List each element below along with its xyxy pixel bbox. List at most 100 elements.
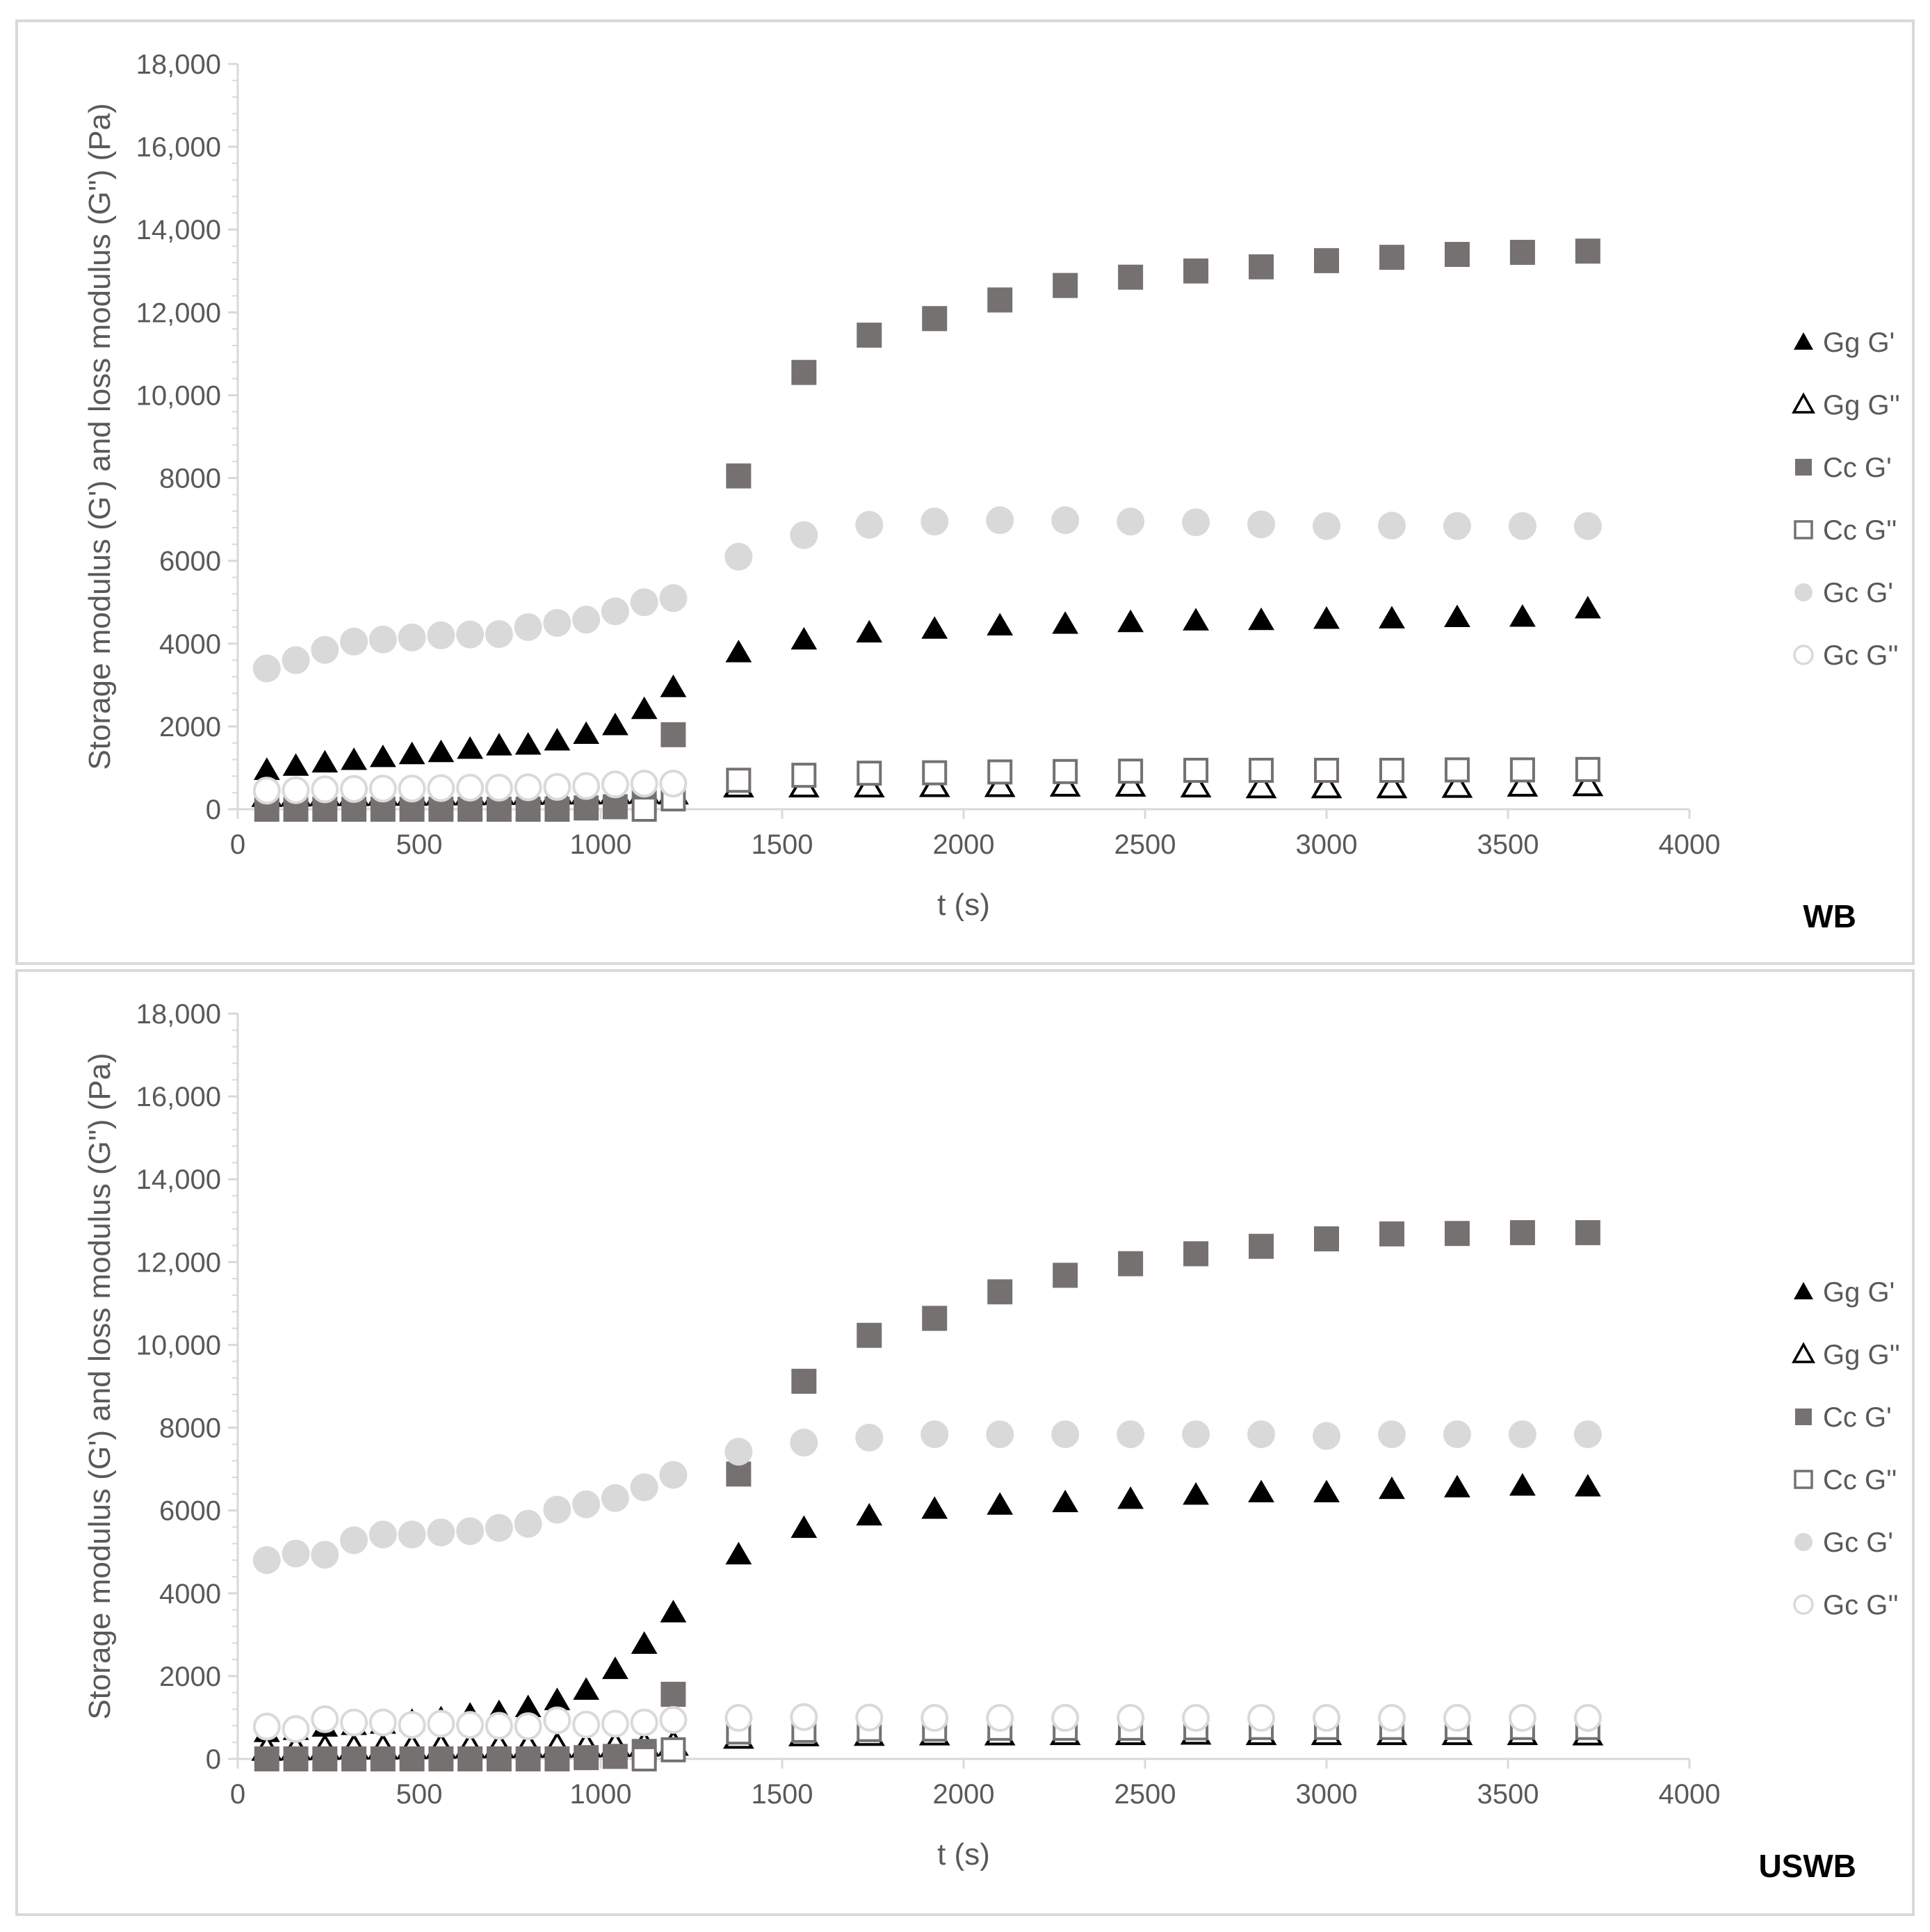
data-point-cc-g-storage — [1575, 1220, 1600, 1246]
data-point-gg-g-storage — [544, 728, 571, 751]
legend-marker-gg-g-loss — [1792, 392, 1815, 414]
data-point-gc-g-storage — [1508, 1420, 1536, 1449]
data-point-gg-g-storage — [1509, 604, 1536, 627]
data-point-gc-g-storage — [368, 625, 397, 654]
data-point-cc-g-storage — [1509, 239, 1535, 265]
data-point-gg-g-storage — [790, 626, 818, 650]
data-point-gc-g-storage — [986, 1420, 1014, 1449]
legend-marker-gg-g-storage — [1794, 1282, 1813, 1299]
data-point-gc-g-storage — [398, 623, 426, 651]
data-point-cc-g-storage — [283, 1746, 309, 1771]
x-tick-label: 4000 — [1659, 829, 1721, 860]
data-point-gc-g-storage — [252, 1546, 281, 1575]
data-point-cc-g-loss — [631, 1746, 657, 1771]
data-point-cc-g-storage — [428, 1746, 454, 1771]
legend-marker-cc-g-storage — [1795, 1409, 1812, 1425]
data-point-gg-g-storage — [660, 1600, 687, 1623]
data-point-cc-g-storage — [987, 287, 1013, 313]
data-point-gg-g-storage — [921, 1496, 948, 1519]
data-point-gc-g-loss — [368, 1708, 397, 1737]
data-point-cc-g-storage — [726, 1461, 752, 1487]
x-tick-label: 3500 — [1477, 1779, 1539, 1810]
x-axis-title: t (s) — [937, 1837, 990, 1872]
data-point-gg-g-storage — [1444, 604, 1470, 628]
data-point-cc-g-loss — [1118, 758, 1144, 784]
y-tick-label: 10,000 — [136, 380, 221, 411]
data-point-gc-g-storage — [514, 1509, 542, 1538]
x-tick-label: 0 — [230, 829, 245, 860]
data-point-cc-g-loss — [1575, 756, 1600, 782]
data-point-gc-g-loss — [724, 1704, 753, 1732]
data-point-cc-g-storage — [602, 794, 628, 820]
x-tick-label: 3000 — [1296, 1779, 1358, 1810]
data-point-gg-g-loss — [1376, 771, 1408, 799]
data-point-cc-g-storage — [922, 306, 948, 332]
y-tick-label: 14,000 — [136, 1164, 221, 1195]
legend-label-gg-g-loss: Gg G'' — [1823, 1340, 1900, 1370]
data-point-gc-g-loss — [1313, 1704, 1340, 1732]
data-point-cc-g-storage — [254, 1746, 279, 1771]
data-point-cc-g-storage — [1379, 1221, 1404, 1247]
data-point-gc-g-loss — [485, 1712, 513, 1740]
data-point-gg-g-loss — [1441, 771, 1473, 798]
data-point-gc-g-loss — [572, 772, 601, 800]
data-point-cc-g-storage — [1509, 1220, 1535, 1246]
data-point-gc-g-storage — [601, 1484, 629, 1512]
data-point-gg-g-storage — [514, 1694, 542, 1717]
data-point-gg-g-storage — [987, 612, 1014, 635]
data-point-gg-g-storage — [601, 1656, 629, 1680]
data-point-gc-g-storage — [601, 597, 629, 626]
data-point-gc-g-storage — [1247, 1420, 1276, 1449]
data-point-gc-g-loss — [340, 774, 368, 803]
legend-label-gg-g-storage: Gg G' — [1823, 327, 1895, 358]
data-point-gc-g-loss — [1508, 1704, 1536, 1732]
data-point-cc-g-storage — [515, 1746, 541, 1771]
legend-label-cc-g-loss: Cc G'' — [1823, 1465, 1897, 1495]
data-point-gc-g-storage — [572, 606, 601, 634]
data-point-cc-g-storage — [1314, 1226, 1339, 1251]
data-point-gg-g-storage — [253, 757, 280, 780]
y-tick-label: 2000 — [159, 1662, 221, 1692]
legend-marker-gc-g-loss — [1793, 644, 1814, 665]
data-point-gc-g-loss — [398, 774, 426, 803]
data-point-gc-g-storage — [456, 1517, 485, 1545]
data-point-gc-g-loss — [368, 774, 397, 803]
data-point-gc-g-storage — [1051, 1420, 1080, 1449]
data-point-gc-g-storage — [1443, 512, 1471, 540]
data-point-gc-g-loss — [311, 775, 339, 804]
data-point-gg-g-storage — [573, 721, 600, 745]
legend-label-cc-g-storage: Cc G' — [1823, 453, 1892, 483]
data-point-gc-g-storage — [724, 542, 753, 571]
data-point-gc-g-storage — [724, 1438, 753, 1466]
data-point-gg-g-storage — [1183, 1482, 1209, 1505]
data-point-gc-g-storage — [1508, 512, 1536, 540]
data-point-cc-g-storage — [341, 1746, 367, 1771]
legend-label-gc-g-storage: Gc G' — [1823, 1527, 1893, 1558]
data-point-gc-g-loss — [282, 1715, 310, 1744]
data-point-cc-g-loss — [1379, 758, 1404, 784]
data-point-gc-g-loss — [340, 1708, 368, 1737]
data-point-gg-g-loss — [1572, 769, 1604, 797]
legend-label-gg-g-loss: Gg G'' — [1823, 390, 1900, 421]
data-point-gc-g-storage — [1247, 510, 1276, 539]
data-point-gc-g-loss — [601, 1710, 629, 1738]
data-point-gc-g-storage — [921, 1420, 949, 1449]
data-point-gc-g-loss — [855, 1703, 884, 1732]
data-point-gc-g-storage — [855, 510, 884, 539]
y-tick-label: 2000 — [159, 712, 221, 742]
data-point-gc-g-storage — [1117, 508, 1145, 536]
data-point-gg-g-storage — [1052, 611, 1079, 634]
y-tick-label: 6000 — [159, 1496, 221, 1527]
x-axis-title: t (s) — [937, 888, 990, 922]
data-point-gc-g-storage — [1182, 1420, 1210, 1449]
data-point-gg-g-storage — [631, 696, 658, 720]
data-point-cc-g-loss — [857, 761, 882, 786]
data-point-gc-g-loss — [252, 777, 281, 805]
data-point-cc-g-storage — [1249, 1233, 1274, 1259]
series-gc-g-loss — [252, 1703, 1602, 1744]
data-point-gc-g-storage — [340, 1526, 368, 1554]
panel-label: USWB — [1758, 1848, 1856, 1884]
data-point-gc-g-loss — [252, 1712, 281, 1741]
data-point-gg-g-storage — [725, 1541, 752, 1565]
data-point-cc-g-storage — [544, 797, 570, 822]
